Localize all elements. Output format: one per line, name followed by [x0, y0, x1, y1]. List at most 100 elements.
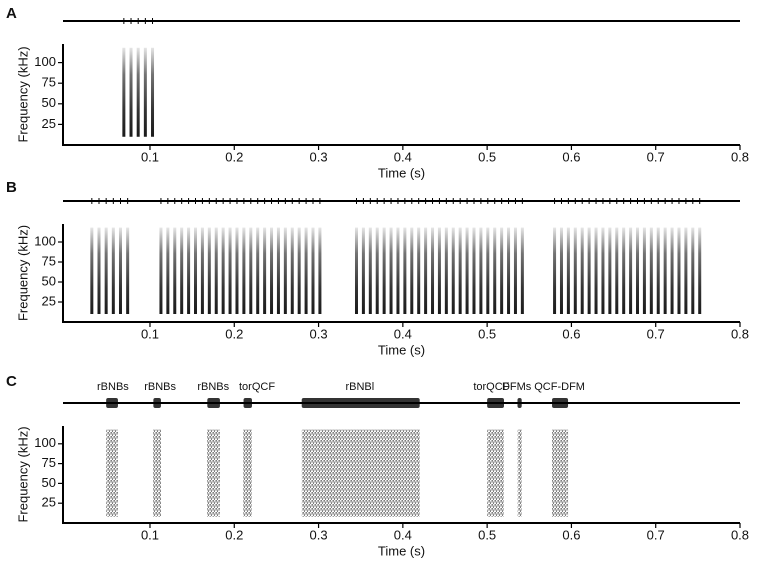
osc-envelope	[552, 398, 569, 408]
x-tick-label: 0.4	[394, 527, 412, 542]
pulse	[553, 227, 557, 314]
pulse	[180, 227, 184, 314]
x-tick-label: 0.5	[478, 527, 496, 542]
pulse	[214, 227, 218, 314]
pulse	[465, 227, 469, 314]
y-tick-label: 50	[42, 475, 56, 490]
x-tick-label: 0.6	[562, 326, 580, 341]
x-tick-label: 0.2	[225, 326, 243, 341]
pulse	[97, 227, 101, 314]
pulse	[194, 227, 198, 314]
pulse	[417, 227, 421, 314]
x-tick-label: 0.4	[394, 326, 412, 341]
pulse	[479, 227, 483, 314]
call-burst	[354, 198, 524, 314]
pulse	[493, 227, 497, 314]
pulse	[629, 227, 633, 314]
call-burst	[517, 398, 522, 517]
y-axis-label: Frequency (kHz)	[15, 225, 30, 321]
y-tick-label: 50	[42, 273, 56, 288]
pulse	[276, 227, 280, 314]
x-tick-label: 0.4	[394, 149, 412, 164]
call-burst	[207, 398, 220, 517]
pulse	[410, 227, 414, 314]
pulse	[311, 227, 315, 314]
x-tick-label: 0.7	[647, 326, 665, 341]
pulse	[126, 227, 130, 314]
call-label: torQCF	[239, 381, 275, 393]
pulse	[513, 227, 517, 314]
x-tick-label: 0.6	[562, 149, 580, 164]
x-tick-label: 0.1	[141, 326, 159, 341]
pulse	[361, 227, 365, 314]
osc-envelope	[153, 398, 161, 408]
call-burst	[243, 398, 252, 517]
osc-envelope	[487, 398, 504, 408]
pulse	[663, 227, 667, 314]
panel-letter: C	[6, 373, 17, 390]
panel-letter: A	[6, 5, 17, 22]
x-axis-label: Time (s)	[378, 543, 425, 558]
pulse-texture	[517, 429, 522, 517]
call-burst	[153, 398, 161, 517]
x-tick-label: 0.3	[310, 527, 328, 542]
pulse	[396, 227, 400, 314]
pulse	[136, 47, 140, 137]
pulse-texture	[552, 429, 569, 517]
pulse	[601, 227, 605, 314]
pulse-texture	[243, 429, 252, 517]
pulse	[594, 227, 598, 314]
pulse-texture	[207, 429, 220, 517]
pulse	[159, 227, 163, 314]
x-axis-label: Time (s)	[378, 342, 425, 357]
y-tick-label: 25	[42, 116, 56, 131]
pulse-texture	[301, 429, 420, 517]
pulse	[587, 227, 591, 314]
pulse	[375, 227, 379, 314]
pulse	[573, 227, 577, 314]
pulse	[403, 227, 407, 314]
x-tick-label: 0.2	[225, 527, 243, 542]
call-burst	[487, 398, 504, 517]
x-tick-label: 0.1	[141, 527, 159, 542]
pulse	[166, 227, 170, 314]
osc-envelope	[207, 398, 220, 408]
y-tick-label: 25	[42, 495, 56, 510]
osc-envelope	[243, 398, 252, 408]
pulse	[500, 227, 504, 314]
pulse	[173, 227, 177, 314]
osc-envelope	[106, 398, 118, 408]
call-label: torQCF	[473, 381, 509, 393]
x-tick-label: 0.1	[141, 149, 159, 164]
pulse	[207, 227, 211, 314]
x-tick-label: 0.6	[562, 527, 580, 542]
pulse-texture	[153, 429, 161, 517]
x-tick-label: 0.8	[731, 149, 749, 164]
pulse	[431, 227, 435, 314]
pulse	[691, 227, 695, 314]
pulse	[143, 47, 147, 137]
x-tick-label: 0.2	[225, 149, 243, 164]
y-axis-label: Frequency (kHz)	[15, 46, 30, 142]
y-tick-label: 25	[42, 293, 56, 308]
pulse	[304, 227, 308, 314]
y-tick-label: 50	[42, 95, 56, 110]
call-burst	[301, 398, 420, 517]
call-burst	[553, 198, 702, 314]
y-tick-label: 100	[34, 233, 56, 248]
y-tick-label: 75	[42, 455, 56, 470]
pulse	[270, 227, 274, 314]
x-tick-label: 0.3	[310, 149, 328, 164]
pulse	[451, 227, 455, 314]
pulse	[520, 227, 524, 314]
pulse	[90, 227, 94, 314]
pulse	[104, 227, 108, 314]
x-axis-label: Time (s)	[378, 165, 425, 180]
y-tick-label: 100	[34, 435, 56, 450]
pulse	[221, 227, 225, 314]
pulse	[151, 47, 155, 137]
pulse	[228, 227, 232, 314]
pulse	[129, 47, 133, 137]
pulse	[200, 227, 204, 314]
